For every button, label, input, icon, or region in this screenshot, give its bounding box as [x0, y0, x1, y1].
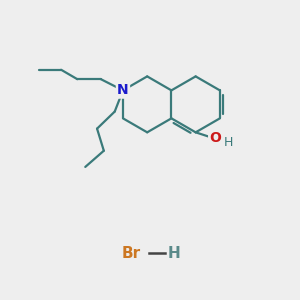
- Text: H: H: [167, 246, 180, 261]
- Text: O: O: [209, 130, 221, 145]
- Text: Br: Br: [121, 246, 140, 261]
- Text: H: H: [223, 136, 233, 148]
- Text: N: N: [117, 83, 129, 98]
